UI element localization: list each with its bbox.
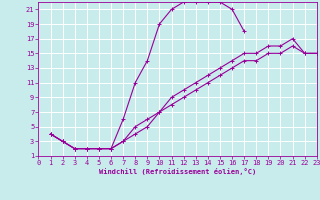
X-axis label: Windchill (Refroidissement éolien,°C): Windchill (Refroidissement éolien,°C) xyxy=(99,168,256,175)
